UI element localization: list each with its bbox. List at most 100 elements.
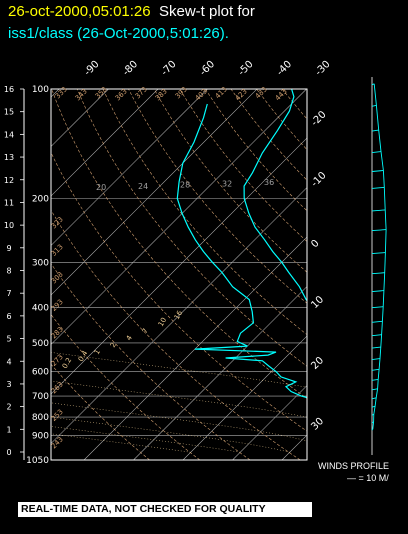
height-tick-label: 15 [4,108,14,117]
dry-adiabat-label: 313 [50,243,65,258]
dry-adiabat-label: 363 [114,87,129,102]
wind-vector [371,428,374,431]
wind-vector [371,397,377,400]
dry-adiabat-label: 253 [50,408,65,423]
temperature-tick-label: -90 [82,59,101,78]
dry-adiabat-label: 323 [50,215,65,230]
label-layer: 20 24 28 32 36243253263273283293303313323333… [50,85,289,450]
dry-adiabat-line [51,89,307,399]
wind-vector [371,170,384,172]
wind-vector [371,209,386,212]
dry-adiabat-line [51,313,201,460]
height-tick-label: 0 [6,448,11,457]
dry-adiabat-label: 353 [94,85,109,100]
temperature-tick-label: -40 [275,59,294,78]
height-tick-label: 13 [4,153,14,162]
temperature-tick-label: -60 [198,59,217,78]
height-tick-label: 16 [4,85,14,94]
temperature-tick-label: -20 [309,109,328,128]
wind-vector [371,320,383,323]
height-tick-label: 11 [4,198,14,207]
grid-layer [51,89,408,460]
temperature-trace [243,89,307,302]
wind-vector [371,229,387,232]
wind-vector [371,104,377,107]
temperature-tick-label: 30 [309,416,326,433]
pressure-tick-label: 500 [32,339,49,349]
mixing-ratio-label: 28 [180,181,190,190]
dry-adiabat-label: 243 [50,435,65,450]
chart-subtitle: iss1/class (26-Oct-2000,5:01:26). [8,25,229,42]
wind-profile-layer [371,77,387,455]
dry-adiabat-line [51,151,307,432]
dry-adiabat-line [51,209,301,460]
dry-adiabat-label: 293 [50,298,65,313]
height-tick-label: 7 [6,289,11,298]
pressure-tick-label: 900 [32,432,49,442]
dry-adiabat-line [128,89,307,304]
isotherm-line [281,434,307,460]
wind-vector [371,272,385,275]
wind-vector [371,186,385,189]
wind-vector [371,129,379,132]
pressure-tick-label: 600 [32,368,49,378]
pressure-tick-label: 300 [32,258,49,268]
dry-adiabat-label: 443 [274,87,289,102]
plot-label: Skew-t plot for [158,3,255,20]
dry-adiabat-line [385,89,408,460]
dry-adiabat-line [256,89,307,151]
temperature-tick-label: -70 [159,59,178,78]
wind-vector [371,252,386,255]
quality-disclaimer: REAL-TIME DATA, NOT CHECKED FOR QUALITY [18,502,312,517]
dry-adiabat-line [281,89,307,120]
mixing-ratio-label: 20 [96,183,106,192]
height-tick-label: 2 [6,403,11,412]
dry-adiabat-label: 333 [54,85,69,100]
pressure-tick-label: 200 [32,194,49,204]
moist-adiabat-label: 1 [93,348,102,356]
wind-vector [371,388,378,391]
height-tick-label: 4 [6,357,11,366]
pressure-tick-label: 100 [32,85,49,95]
mixing-ratio-label: 32 [222,179,232,188]
isotherm-line [182,335,307,460]
height-tick-label: 8 [6,267,11,276]
dry-adiabat-line [76,89,307,367]
isotherm-line [51,89,208,246]
moist-adiabat-line [51,426,241,453]
wind-vector [371,151,382,154]
height-tick-label: 6 [6,312,11,321]
height-tick-label: 5 [6,335,11,344]
height-tick-label: 9 [6,244,11,253]
height-tick-label: 12 [4,176,14,185]
wind-vector [371,405,376,408]
moist-adiabat-label: 10 [157,316,168,328]
wind-vector [371,306,384,309]
temperature-tick-label: -80 [121,59,140,78]
temperature-tick-label: 20 [309,355,326,372]
isotherm-line [51,89,258,296]
dry-adiabat-line [308,89,408,460]
temperature-tick-label: -10 [309,170,328,189]
moist-adiabat-label: 4 [125,334,134,342]
dry-adiabat-label: 393 [174,85,189,100]
wind-vector [371,378,379,381]
pressure-tick-label: 700 [32,392,49,402]
chart-title: 26-oct-2000,05:01:26 Skew-t plot for [8,3,255,20]
dry-adiabat-label: 433 [254,85,269,100]
dry-adiabat-label: 343 [74,87,89,102]
isotherm-line [51,187,307,444]
wind-vector [371,290,384,293]
pressure-tick-label: 400 [32,304,49,314]
wind-envelope [372,83,387,430]
moist-adiabat-label: 7 [141,327,150,335]
mixing-ratio-label: 36 [264,178,274,187]
dry-adiabat-label: 413 [214,85,229,100]
timestamp-label: 26-oct-2000,05:01:26 [8,3,151,20]
isotherm-line [51,89,159,197]
winds-profile-title: WINDS PROFILE [318,461,390,471]
dry-adiabat-line [51,262,251,460]
moist-adiabat-label: 2 [109,341,118,349]
